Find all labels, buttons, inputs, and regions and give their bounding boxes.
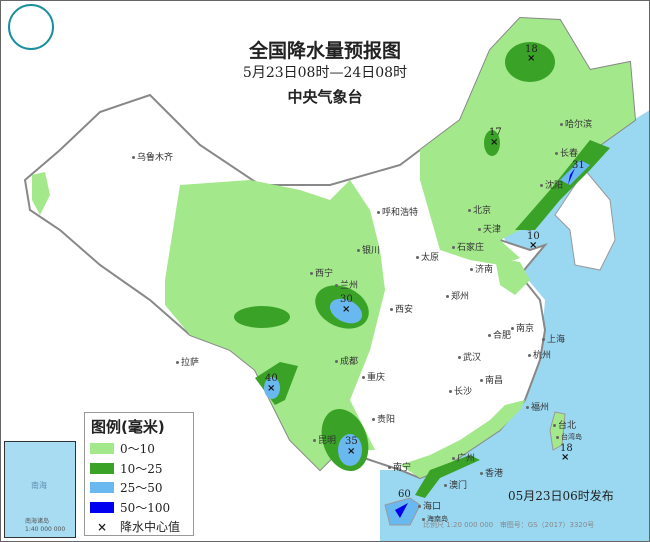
inset-scale: 1:40 000 000 [25,526,66,533]
city-label: 广州 [452,451,475,464]
legend-label: 降水中心值 [120,520,181,535]
city-label: 南京 [511,321,534,334]
center-value: 40 [265,373,278,384]
city-label: 长春 [555,146,578,159]
center-marker-icon: × [96,519,108,534]
city-label: 台北 [553,418,576,431]
legend-item: 0～10 [90,439,193,459]
legend: 图例(毫米) 0～10 10～25 25～50 50～100 × 降水中心值 [84,412,194,536]
city-label: 乌鲁木齐 [132,150,173,163]
rain-0-10-south [400,400,525,478]
center-value: 60 [398,489,411,500]
map-title: 全国降水量预报图 [248,40,401,62]
rain-25-50-liaoning [560,160,590,185]
center-marker-icon: × [267,383,276,394]
city-label: 杭州 [528,348,551,361]
legend-swatch [90,443,114,455]
scale: 比例尺 1:20 000 000 [423,521,494,529]
legend-label: 50～100 [120,500,171,515]
city-label: 银川 [357,243,380,256]
center-marker-icon: × [561,452,570,463]
rain-10-25-qinghai [234,306,290,328]
city-label: 西宁 [310,266,333,279]
center-marker-icon: × [529,240,538,251]
rain-50-100-hainan [395,503,408,518]
city-label: 拉萨 [176,355,199,368]
south-china-sea-inset: 南海 南海诸岛 1:40 000 000 [4,441,76,538]
city-label: 南宁 [388,460,411,473]
rain-25-50-gansu [329,298,363,324]
center-value: 17 [489,127,502,138]
center-value: 30 [340,294,353,305]
rain-10-25-nm [484,130,500,156]
city-label: 合肥 [488,328,511,341]
city-label: 南昌 [480,373,503,386]
rain-10-25-guangdong [415,455,480,498]
rain-0-10-xinjiang [32,172,50,215]
rain-0-10-shandong [495,258,530,295]
legend-title: 图例(毫米) [91,418,165,436]
legend-swatch [90,462,114,474]
island-label: 海南岛 [422,514,448,524]
inset-sea-label: 南海 [31,481,47,490]
city-label: 哈尔滨 [560,117,592,130]
inset-islands-label: 南海诸岛 [25,518,50,525]
center-marker-icon: × [342,304,351,315]
agency: 中央气象台 [287,88,363,106]
city-label: 武汉 [458,350,481,363]
legend-label: 25～50 [120,481,163,496]
cma-logo-icon [8,4,54,50]
map-approval: 审图号：GS（2017）3320号 [499,521,595,529]
city-label: 海口 [418,499,441,512]
legend-label: 0～10 [120,442,155,457]
legend-item: × 降水中心值 [90,517,193,537]
center-value: 35 [345,436,358,447]
city-label: 昆明 [313,433,336,446]
rain-10-25-ne [505,42,555,82]
rain-25-50-tibet [264,377,280,399]
city-label: 北京 [468,203,491,216]
legend-item: 10～25 [90,459,193,479]
city-label: 呼和浩特 [377,205,418,218]
center-marker-icon: × [527,53,536,64]
city-label: 西安 [390,302,413,315]
issue-time: 05月23日06时发布 [508,489,614,503]
city-label: 郑州 [446,289,469,302]
city-label: 济南 [470,262,493,275]
island-label: 台湾岛 [556,432,582,442]
legend-swatch [90,482,114,494]
center-value: 18 [525,44,538,55]
city-label: 上海 [542,332,565,345]
city-label: 太原 [416,250,439,263]
scale-note: 比例尺 1:20 000 000 审图号：GS（2017）3320号 [423,520,594,530]
korea [554,169,616,271]
city-label: 香港 [480,466,503,479]
legend-label: 10～25 [120,461,163,476]
city-label: 重庆 [362,370,385,383]
city-label: 沈阳 [540,178,563,191]
center-marker-icon: × [347,446,356,457]
city-label: 贵阳 [372,412,395,425]
rain-25-50-yunnan [338,434,362,466]
city-label: 长沙 [449,384,472,397]
legend-item: 50～100 [90,498,193,518]
center-value: 18 [560,443,573,454]
forecast-period: 5月23日08时—24日08时 [242,65,408,81]
city-label: 成都 [335,354,358,367]
city-label: 福州 [526,400,549,413]
legend-item: 25～50 [90,478,193,498]
center-value: 31 [572,160,585,171]
legend-swatch [90,501,114,513]
rain-50-100-liaoning [568,168,575,185]
center-value: 10 [527,231,540,242]
city-label: 石家庄 [452,240,484,253]
city-label: 天津 [478,222,501,235]
center-marker-icon: × [490,137,499,148]
city-label: 兰州 [335,278,358,291]
city-label: 澳门 [444,478,467,491]
